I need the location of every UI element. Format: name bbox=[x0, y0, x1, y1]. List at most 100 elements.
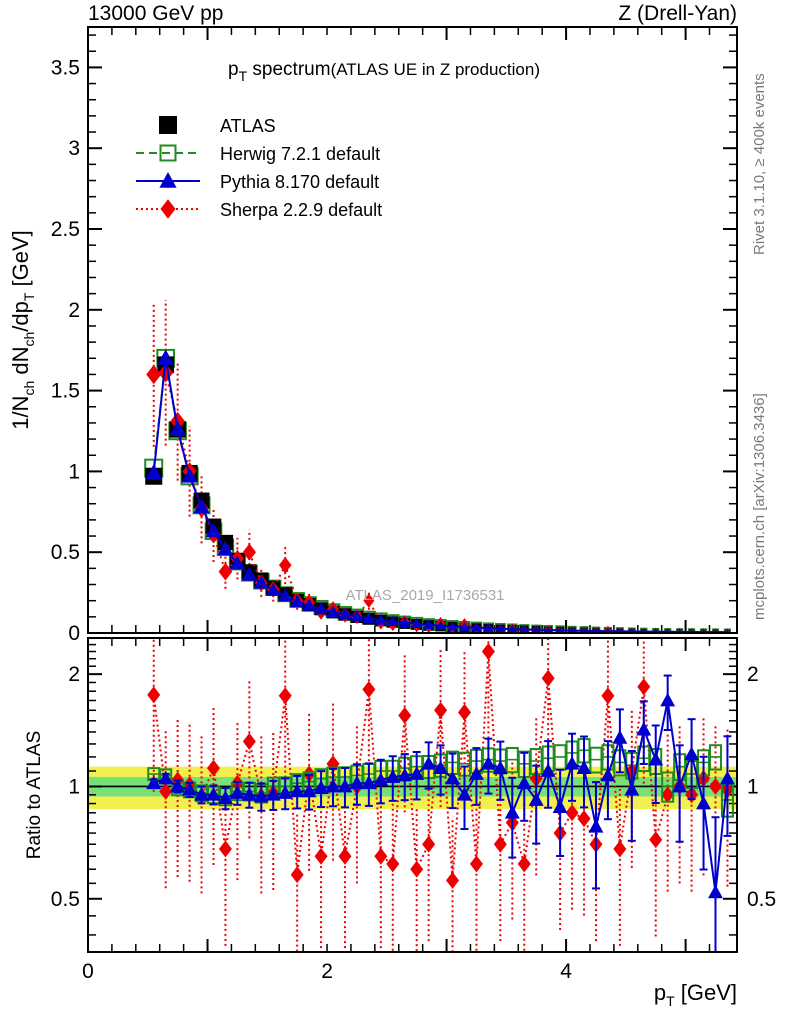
marker-triangle-filled bbox=[169, 420, 186, 436]
marker-triangle-filled bbox=[194, 786, 210, 801]
main-ytick-label: 2 bbox=[68, 299, 80, 322]
svg-text:1/Nch dNch/dpT [GeV]: 1/Nch dNch/dpT [GeV] bbox=[8, 230, 37, 430]
ratio-ytick-label-left: 0.5 bbox=[51, 888, 80, 911]
ratio-ytick-label-left: 1 bbox=[68, 775, 80, 798]
marker-diamond-filled bbox=[649, 831, 663, 849]
marker-diamond-filled bbox=[159, 782, 173, 800]
ratio-ylabel: Ratio to ATLAS bbox=[24, 731, 45, 860]
marker-triangle-filled bbox=[229, 555, 246, 570]
xtick-label: 2 bbox=[321, 960, 333, 983]
marker-triangle-filled bbox=[648, 751, 664, 766]
marker-triangle-filled bbox=[457, 786, 472, 801]
marker-diamond-filled bbox=[362, 680, 376, 698]
marker-triangle-filled bbox=[278, 588, 293, 602]
marker-triangle-filled bbox=[409, 766, 425, 780]
marker-triangle-filled bbox=[592, 627, 600, 633]
ratio-axis-ticks bbox=[87, 638, 737, 952]
marker-triangle-filled bbox=[677, 628, 683, 633]
marker-triangle-filled bbox=[290, 594, 305, 607]
marker-triangle-filled bbox=[696, 795, 712, 810]
marker-triangle-filled bbox=[641, 628, 647, 633]
title-paren: (ATLAS UE in Z production) bbox=[331, 60, 540, 79]
marker-diamond-filled bbox=[218, 840, 232, 858]
marker-diamond-filled bbox=[446, 871, 460, 889]
marker-triangle-filled bbox=[629, 627, 635, 633]
ratio-panel-frame bbox=[87, 637, 738, 953]
marker-triangle-filled bbox=[411, 617, 423, 629]
marker-triangle-filled bbox=[624, 781, 640, 796]
marker-triangle-filled bbox=[362, 612, 376, 624]
marker-triangle-filled bbox=[480, 756, 496, 770]
marker-triangle-filled bbox=[665, 628, 671, 633]
marker-diamond-filled bbox=[338, 847, 352, 865]
marker-triangle-filled bbox=[301, 783, 317, 798]
marker-triangle-filled bbox=[277, 785, 293, 799]
marker-diamond-filled bbox=[302, 765, 316, 783]
marker-triangle-filled bbox=[182, 781, 198, 796]
marker-diamond-filled bbox=[242, 733, 256, 750]
main-ytick-label: 3.5 bbox=[51, 56, 80, 79]
main-title: pT spectrum(ATLAS UE in Z production) bbox=[228, 59, 540, 84]
marker-diamond-filled bbox=[146, 364, 162, 385]
marker-triangle-filled bbox=[170, 778, 186, 793]
marker-diamond-filled bbox=[314, 847, 328, 865]
marker-triangle-filled bbox=[385, 769, 401, 783]
marker-triangle-filled bbox=[540, 763, 556, 777]
marker-triangle-filled bbox=[205, 522, 222, 538]
ratio-ytick-label-right: 2 bbox=[747, 663, 759, 686]
marker-triangle-filled bbox=[326, 605, 340, 618]
marker-diamond-filled bbox=[613, 840, 627, 858]
marker-diamond-filled bbox=[278, 556, 292, 574]
marker-triangle-filled bbox=[241, 786, 257, 801]
marker-triangle-filled bbox=[399, 616, 411, 628]
marker-diamond-filled bbox=[457, 703, 471, 721]
ratio-ytick-labels: 0.5 0.5 1 1 2 2 bbox=[51, 663, 776, 911]
marker-triangle-filled bbox=[617, 627, 623, 633]
marker-diamond-filled bbox=[517, 855, 531, 873]
marker-diamond-filled bbox=[326, 755, 340, 773]
marker-triangle-filled bbox=[253, 575, 269, 589]
marker-triangle-filled bbox=[576, 760, 592, 774]
marker-triangle-filled bbox=[719, 770, 735, 785]
legend-label-0: ATLAS bbox=[220, 116, 276, 136]
marker-diamond-filled bbox=[565, 804, 579, 822]
marker-triangle-filled bbox=[158, 770, 174, 785]
marker-triangle-filled bbox=[338, 607, 352, 620]
marker-triangle-filled bbox=[459, 621, 470, 632]
marker-triangle-filled bbox=[435, 620, 446, 630]
marker-diamond-filled bbox=[160, 199, 176, 219]
marker-triangle-filled bbox=[713, 628, 718, 633]
marker-diamond-filled bbox=[434, 701, 448, 719]
main-plot-area bbox=[88, 27, 737, 633]
svg-text:pT spectrum(ATLAS UE in Z prod: pT spectrum(ATLAS UE in Z production) bbox=[228, 59, 540, 84]
marker-diamond-filled bbox=[601, 687, 615, 705]
xtick-label: 4 bbox=[560, 960, 572, 983]
marker-triangle-filled bbox=[504, 804, 520, 819]
marker-triangle-filled bbox=[373, 772, 389, 786]
marker-triangle-filled bbox=[397, 767, 413, 782]
legend-label-2: Pythia 8.170 default bbox=[220, 172, 379, 192]
xtick-label: 0 bbox=[82, 960, 94, 983]
marker-diamond-filled bbox=[242, 543, 256, 561]
marker-diamond-filled bbox=[708, 778, 722, 795]
header-process-label: Z (Drell-Yan) bbox=[618, 2, 737, 25]
marker-diamond-filled bbox=[661, 786, 675, 804]
legend-label-1: Herwig 7.2.1 default bbox=[220, 144, 380, 164]
marker-diamond-filled bbox=[410, 860, 424, 878]
marker-triangle-filled bbox=[483, 623, 494, 632]
marker-diamond-filled bbox=[147, 686, 161, 704]
marker-triangle-filled bbox=[519, 624, 529, 633]
marker-triangle-filled bbox=[495, 623, 505, 633]
marker-triangle-filled bbox=[350, 609, 364, 622]
marker-diamond-filled bbox=[363, 593, 375, 608]
marker-diamond-filled bbox=[218, 562, 233, 581]
marker-diamond-filled bbox=[469, 855, 483, 873]
marker-triangle-filled bbox=[423, 619, 435, 630]
marker-triangle-filled bbox=[684, 746, 700, 761]
marker-triangle-filled bbox=[325, 778, 341, 793]
marker-diamond-filled bbox=[577, 810, 591, 828]
marker-triangle-filled bbox=[564, 756, 580, 770]
marker-triangle-filled bbox=[636, 721, 652, 736]
marker-triangle-filled bbox=[241, 566, 257, 581]
marker-triangle-filled bbox=[217, 540, 234, 556]
